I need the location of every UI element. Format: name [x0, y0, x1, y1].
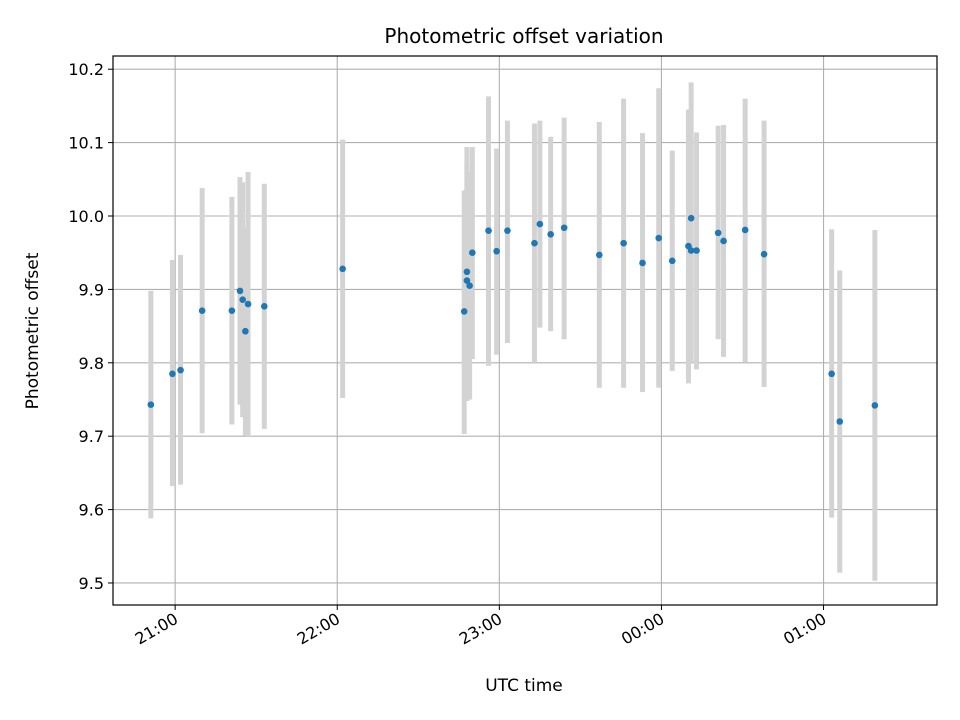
data-point [536, 220, 544, 228]
data-point [485, 227, 492, 234]
y-tick-label: 9.7 [79, 427, 104, 446]
data-point [687, 247, 695, 254]
data-point [469, 249, 476, 257]
data-point [460, 308, 468, 315]
data-point [177, 366, 184, 374]
y-tick-label: 10.0 [68, 207, 104, 226]
data-point [242, 327, 249, 335]
data-point [463, 277, 471, 284]
data-point [714, 229, 722, 237]
y-axis-label: Photometric offset [23, 252, 43, 409]
data-point [466, 282, 473, 290]
data-point [828, 370, 835, 378]
data-point [595, 251, 603, 259]
data-point [741, 226, 749, 234]
data-point [668, 257, 676, 265]
y-tick-label: 10.1 [68, 134, 104, 153]
data-point [836, 418, 844, 425]
data-point [493, 247, 500, 255]
y-tick-label: 9.6 [79, 501, 104, 520]
data-point [687, 214, 695, 222]
data-point [655, 234, 663, 242]
data-point [760, 250, 768, 258]
y-axis-ticks: 9.5 9.6 9.7 9.8 9.9 10.0 10.1 10.2 [68, 60, 113, 593]
data-point [244, 300, 252, 308]
y-tick-label: 10.2 [68, 60, 104, 79]
data-point [169, 370, 176, 378]
plot-frame [112, 55, 938, 606]
data-point [720, 237, 727, 245]
data-point [236, 287, 244, 295]
data-point [198, 307, 206, 314]
data-point [871, 402, 879, 409]
data-point [463, 268, 471, 276]
y-tick-label: 9.5 [79, 574, 104, 593]
data-points [147, 214, 879, 425]
data-point [620, 239, 627, 247]
data-point [228, 307, 236, 314]
data-point [504, 227, 511, 234]
data-point [339, 265, 346, 273]
data-point [560, 224, 568, 232]
chart-title: Photometric offset variation [384, 24, 663, 48]
x-axis-label: UTC time [485, 676, 563, 696]
data-point [693, 247, 700, 254]
y-tick-label: 9.8 [79, 354, 104, 373]
data-point [260, 302, 268, 310]
y-tick-label: 9.9 [79, 280, 104, 299]
data-point [531, 239, 538, 247]
data-point [547, 231, 554, 238]
data-point [239, 296, 246, 303]
data-point [147, 401, 155, 408]
data-point [639, 259, 646, 267]
